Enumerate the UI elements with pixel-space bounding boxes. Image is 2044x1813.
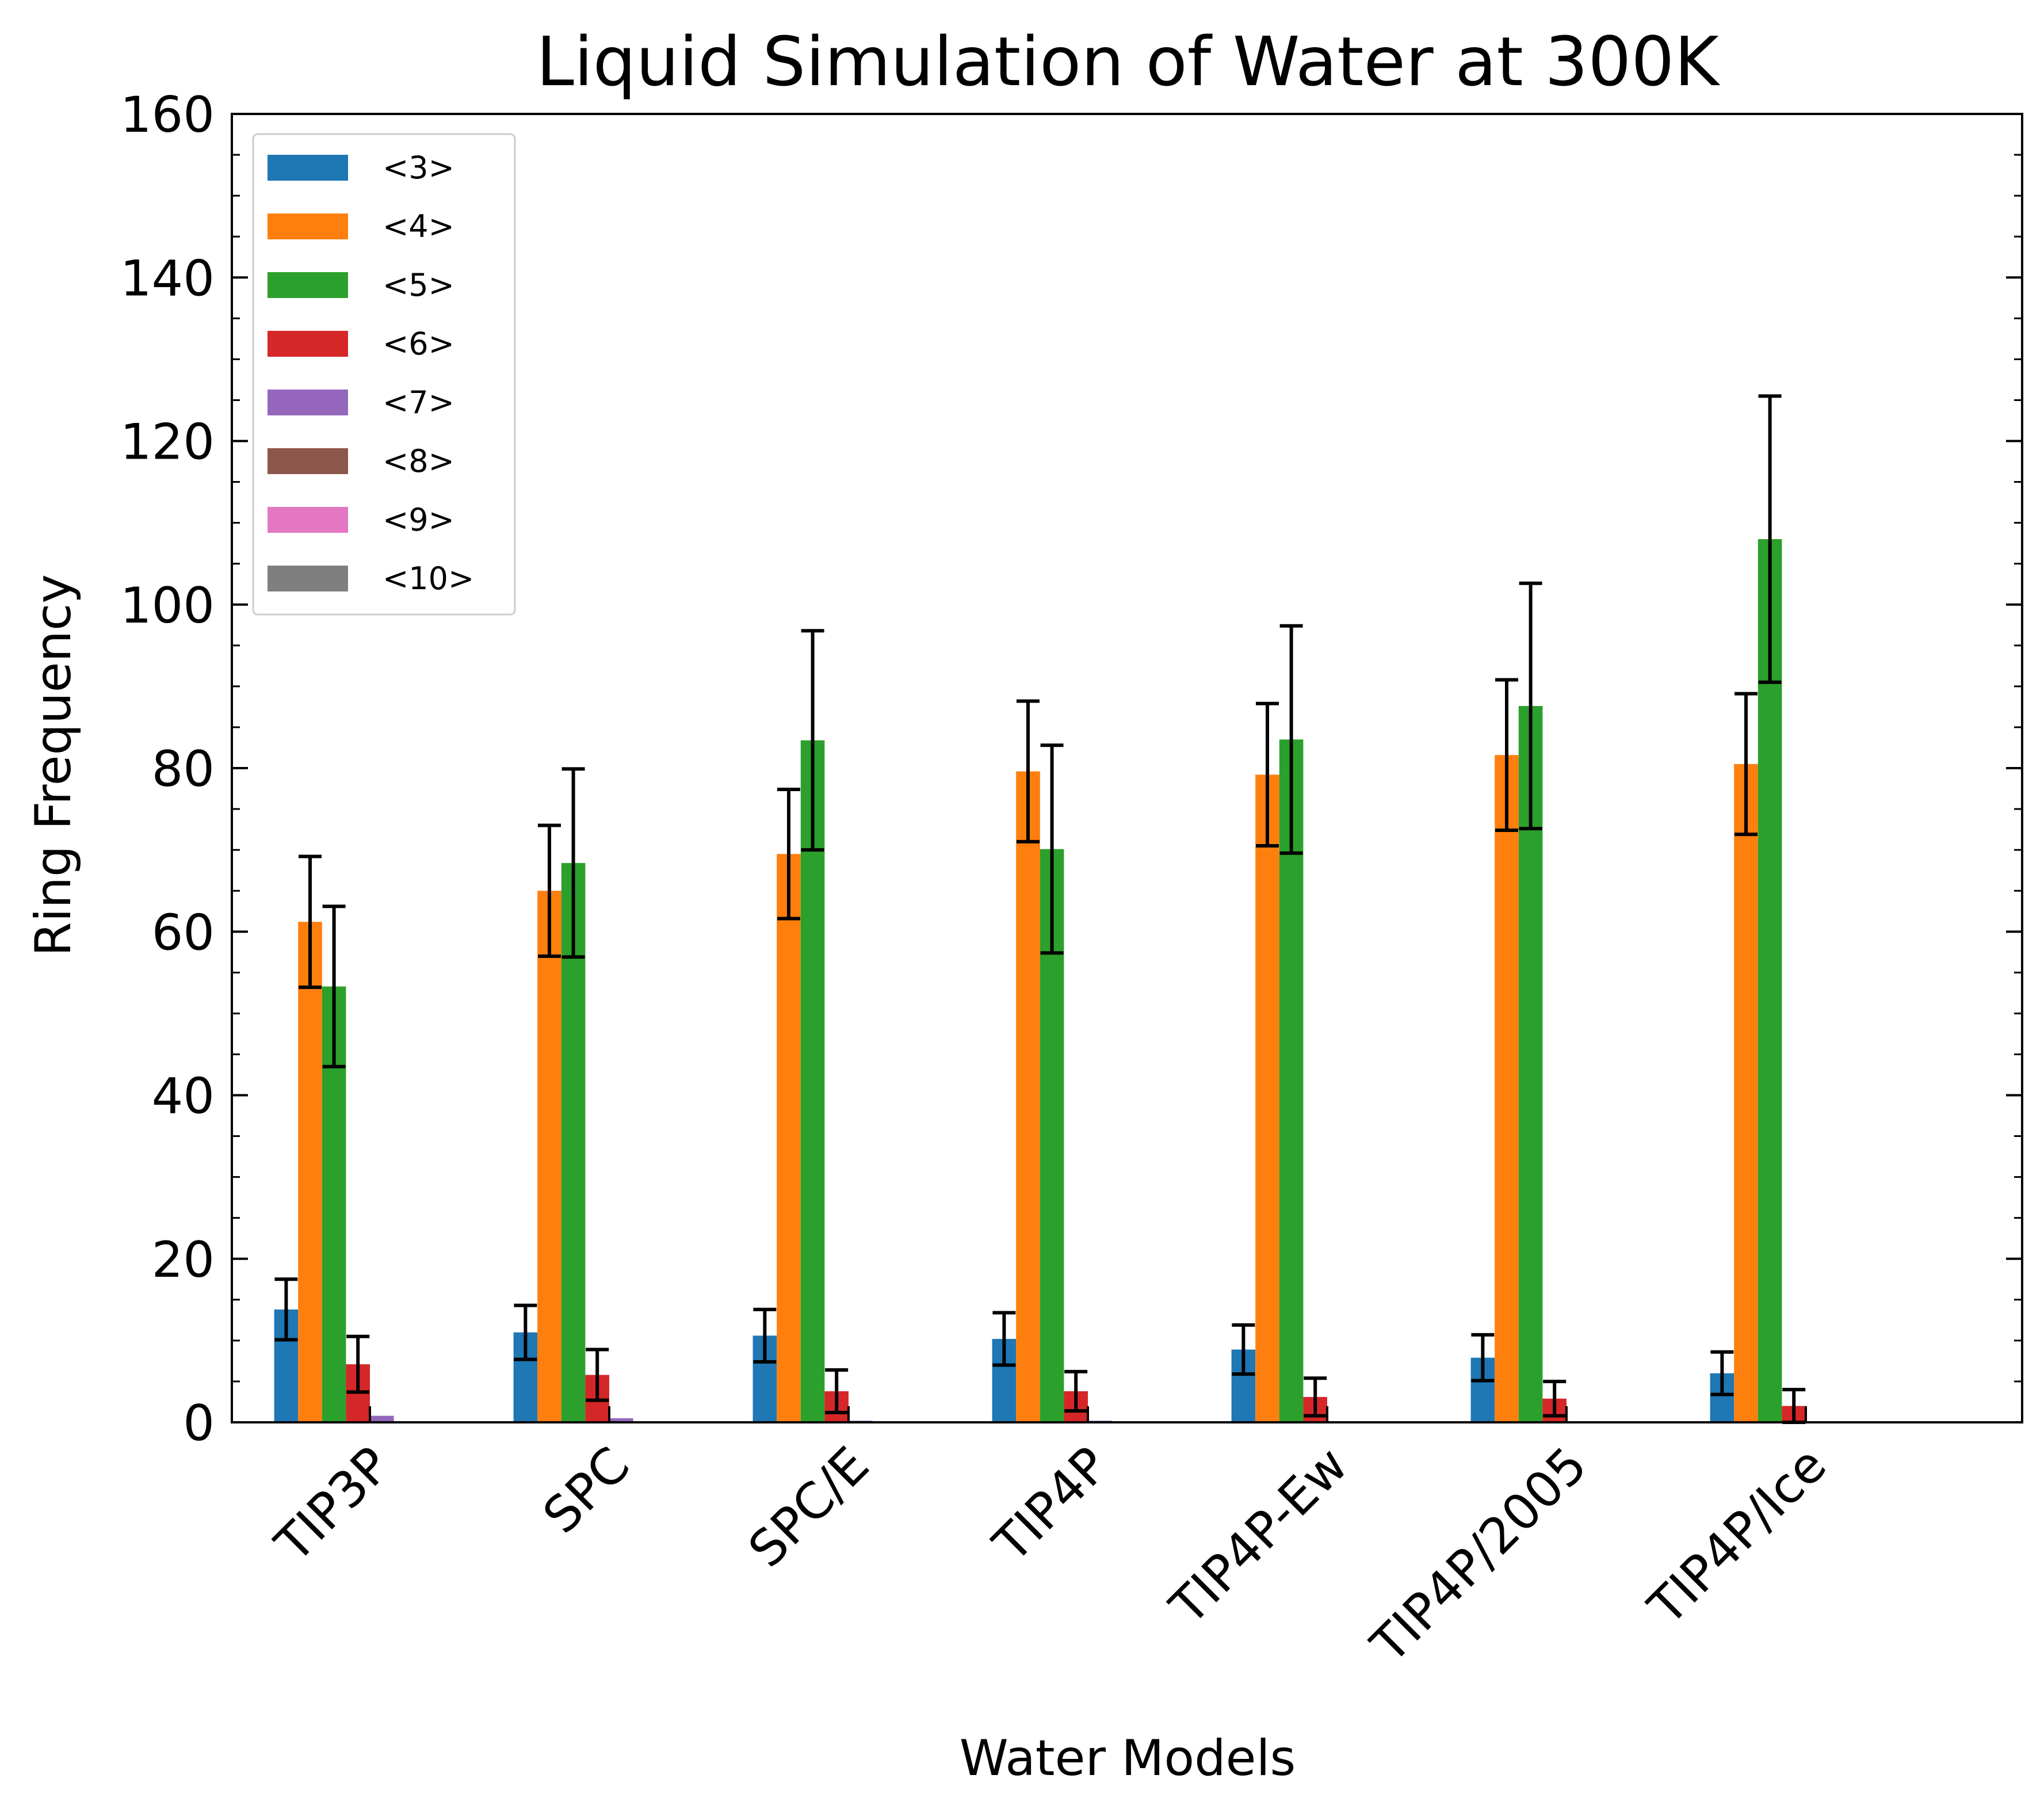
error-bar [1040,743,1064,955]
error-bar [1758,394,1782,684]
error-bar [1279,624,1303,855]
legend-frame [252,133,516,616]
chart-title: Liquid Simulation of Water at 300K [536,22,1720,101]
y-tick-label: 80 [152,741,215,798]
error-bar [992,1311,1016,1367]
legend-swatch [268,331,348,357]
error-bar [561,767,585,959]
error-bar [299,854,322,989]
error-bar [801,629,824,852]
y-tick-label: 40 [152,1068,215,1125]
error-bar [322,904,346,1068]
y-axis-label: Ring Frequency [25,574,82,956]
bar-4-spce [777,854,801,1422]
x-tick-label: TIP4P-Ew [1159,1436,1359,1636]
y-tick-label: 160 [120,86,215,144]
bar-4-spc [537,891,561,1422]
error-bar [1734,692,1758,837]
bar-4-tip4p2005 [1495,755,1519,1422]
bar-4-tip4pew [1255,774,1279,1422]
bar-4-tip3p [298,922,322,1422]
error-bar [1232,1323,1255,1376]
legend-label: <10> [383,560,474,597]
legend: <3> <4> <5> <6> <7> <8> <9> <10> [252,133,516,616]
legend-swatch [268,566,348,591]
legend-label: <9> [383,502,454,538]
error-bar [346,1334,370,1394]
error-bars-layer [274,394,1806,1424]
error-bar [1519,581,1542,831]
legend-swatch [268,155,348,181]
legend-swatch [268,507,348,533]
bar-5-tip4pice [1758,539,1782,1422]
plot-frame [231,113,2023,1423]
error-bar [538,823,561,958]
y-tick-label: 60 [152,904,215,961]
error-bar [1710,1350,1734,1396]
error-bar [274,1277,298,1342]
error-bar [1471,1333,1495,1383]
legend-label: <7> [383,384,454,421]
error-bar [514,1303,537,1361]
error-bar [777,787,800,921]
x-tick-label: TIP3P [264,1436,402,1574]
error-bar [586,1348,609,1402]
bar-7-tip3p [370,1415,394,1422]
bar-4-tip4p [1016,771,1040,1422]
error-bar [1017,699,1040,843]
error-bar [1256,701,1279,848]
legend-label: <4> [383,208,454,245]
y-tick-label: 20 [152,1231,215,1289]
y-tick-label: 0 [183,1395,215,1452]
bar-5-spce [800,740,825,1422]
x-tick-label: SPC/E [738,1436,880,1578]
y-tick-label: 120 [120,414,215,471]
error-bar [1064,1369,1088,1413]
error-bar [1543,1379,1567,1418]
legend-label: <5> [383,267,454,303]
error-bar [1495,678,1518,833]
bars-layer [274,539,1830,1422]
legend-label: <6> [383,326,454,362]
x-tick-label: TIP4P/Ice [1637,1436,1837,1636]
legend-swatch [268,390,348,415]
error-bar [825,1368,849,1414]
x-axis-label: Water Models [960,1730,1296,1787]
y-tick-label: 140 [120,250,215,307]
x-tick-label: TIP4P/2005 [1360,1436,1598,1674]
legend-swatch [268,213,348,239]
error-bar [753,1307,777,1364]
legend-label: <8> [383,443,454,479]
y-tick-label: 100 [120,577,215,635]
legend-swatch [268,272,348,298]
bar-4-tip4pice [1734,764,1758,1422]
x-tick-label: SPC [532,1436,640,1544]
legend-swatch [268,448,348,474]
bar-7-spc [609,1418,633,1422]
legend-label: <3> [383,150,454,186]
x-tick-label: TIP4P [982,1436,1120,1574]
error-bar [1304,1376,1327,1418]
